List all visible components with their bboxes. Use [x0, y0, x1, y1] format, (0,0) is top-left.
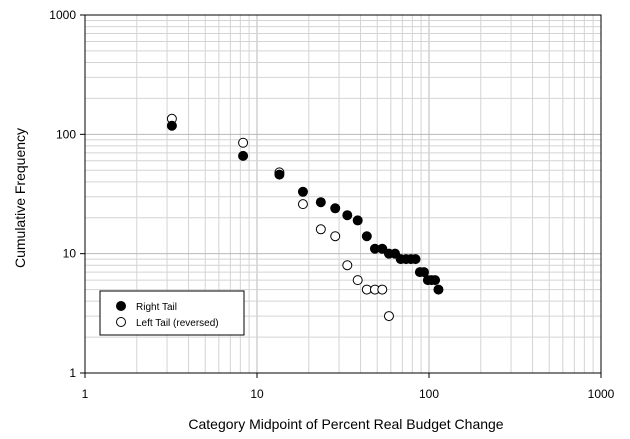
point-right-tail [166, 120, 177, 131]
point-left-tail [342, 260, 353, 271]
point-left-tail [352, 275, 363, 286]
point-right-tail [238, 150, 249, 161]
point-right-tail [410, 254, 421, 265]
legend: Right Tail Left Tail (reversed) [99, 290, 245, 336]
point-left-tail [315, 224, 326, 235]
point-right-tail [342, 210, 353, 221]
x-tick-label: 1000 [588, 387, 615, 401]
plot-area-frame [84, 14, 602, 374]
point-right-tail [315, 197, 326, 208]
point-left-tail [238, 137, 249, 148]
x-tick-label: 1 [82, 387, 89, 401]
y-tick-label: 1000 [49, 8, 76, 22]
point-right-tail [330, 203, 341, 214]
point-left-tail [383, 311, 394, 322]
y-tick-label: 100 [56, 127, 76, 141]
point-right-tail [418, 267, 429, 278]
x-tick-label: 10 [250, 387, 264, 401]
y-axis-tick-labels: 1 10 100 1000 [49, 8, 76, 380]
point-right-tail [361, 231, 372, 242]
gridlines [85, 15, 601, 373]
legend-marker-right-tail [116, 301, 126, 311]
point-left-tail [297, 199, 308, 210]
x-axis-label: Category Midpoint of Percent Real Budget… [188, 416, 503, 432]
legend-box [99, 290, 245, 336]
series-right-tail [166, 120, 444, 295]
y-axis-label: Cumulative Frequency [12, 128, 28, 268]
legend-marker-left-tail [116, 317, 126, 327]
x-axis-tick-labels: 1 10 100 1000 [82, 387, 615, 401]
axis-ticks [80, 14, 602, 378]
point-right-tail [377, 243, 388, 254]
data-series [166, 113, 444, 322]
legend-label-left-tail: Left Tail (reversed) [136, 318, 219, 329]
point-left-tail [377, 284, 388, 295]
point-right-tail [433, 284, 444, 295]
point-left-tail [330, 231, 341, 242]
series-left-tail [166, 113, 394, 322]
point-right-tail [352, 215, 363, 226]
point-right-tail [430, 275, 441, 286]
point-right-tail [297, 186, 308, 197]
legend-label-right-tail: Right Tail [136, 302, 177, 313]
y-tick-label: 10 [63, 247, 77, 261]
y-tick-label: 1 [69, 366, 76, 380]
point-right-tail [274, 169, 285, 180]
x-tick-label: 100 [419, 387, 439, 401]
